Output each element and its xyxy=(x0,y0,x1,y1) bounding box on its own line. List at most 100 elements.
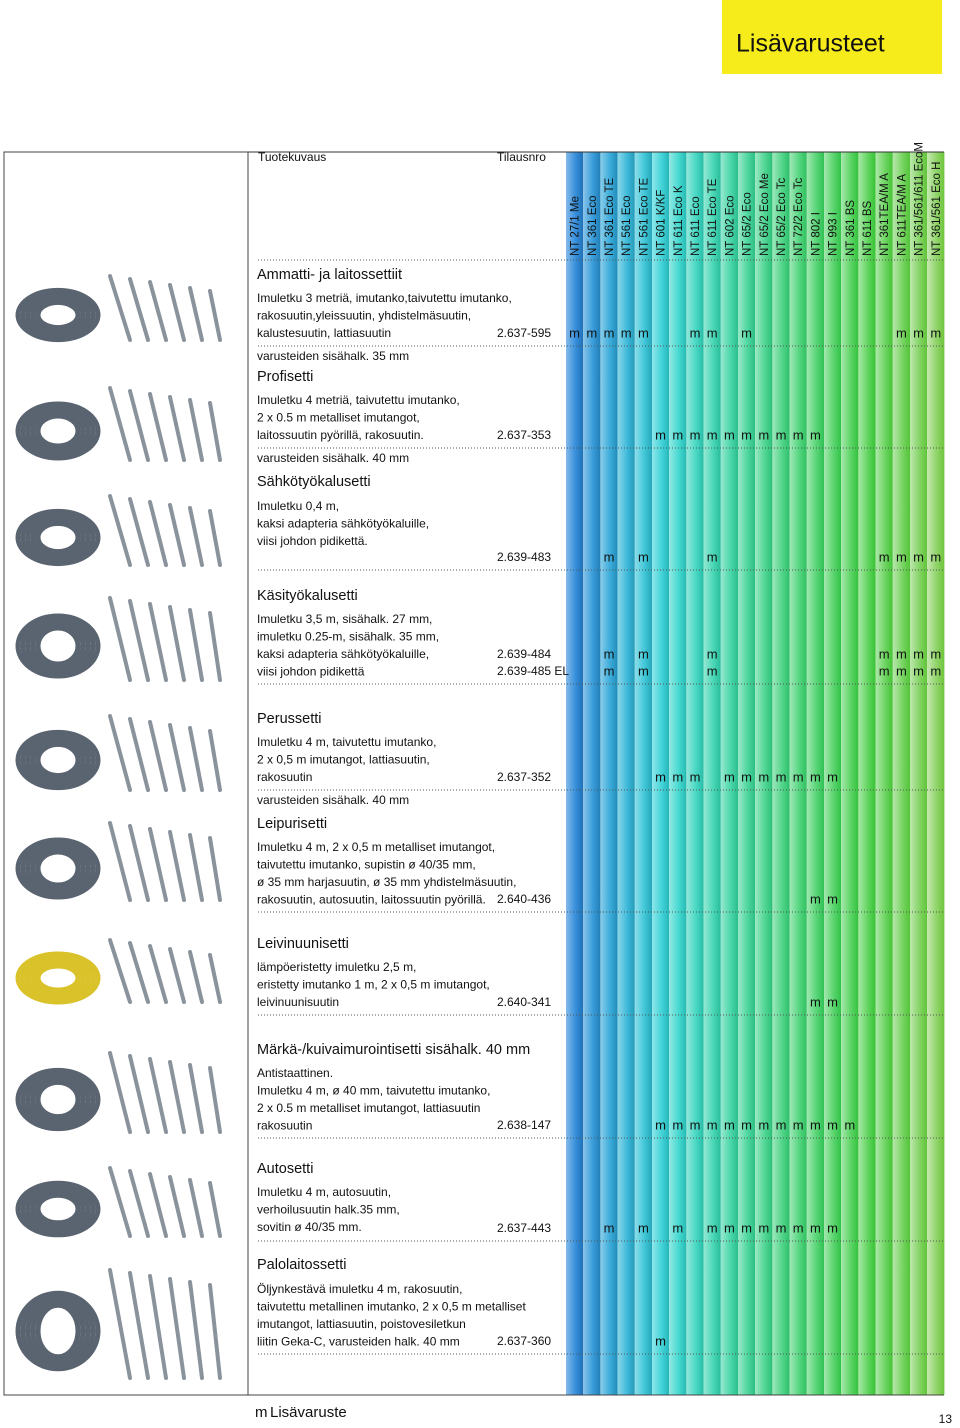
section-title: Käsityökalusetti xyxy=(257,588,358,604)
product-image xyxy=(30,1299,86,1363)
product-image xyxy=(208,1283,222,1380)
product-image xyxy=(208,611,222,682)
product-image xyxy=(25,407,91,455)
product-image xyxy=(25,957,91,999)
accessory-mark: m xyxy=(879,663,890,678)
order-number: 2.637-595 xyxy=(497,326,551,340)
description-line: Öljynkestävä imuletku 4 m, rakosuutin, xyxy=(257,1282,462,1296)
model-label: NT 602 Eco xyxy=(724,195,736,256)
model-column xyxy=(927,152,945,1395)
page-title: Lisävarusteet xyxy=(736,30,885,58)
accessory-mark: m xyxy=(810,891,821,906)
product-image xyxy=(128,277,150,342)
section-title: Ammatti- ja laitossettiit xyxy=(257,267,402,283)
product-image xyxy=(188,506,204,567)
accessory-mark: m xyxy=(724,769,735,784)
model-column xyxy=(600,152,618,1395)
accessory-mark: m xyxy=(690,427,701,442)
product-image xyxy=(128,1054,150,1134)
model-label: NT 993 I xyxy=(828,212,840,256)
model-label: NT 65/2 Eco Tc xyxy=(776,178,788,256)
order-number: 2.639-485 EL xyxy=(497,664,569,678)
accessory-mark: m xyxy=(638,549,649,564)
order-number: 2.639-483 xyxy=(497,550,551,564)
product-image xyxy=(108,596,132,682)
image-column xyxy=(3,151,249,1396)
model-column xyxy=(720,152,738,1395)
accessory-mark: m xyxy=(758,769,769,784)
model-label: NT 361 BS xyxy=(845,200,857,256)
product-image xyxy=(35,1302,81,1360)
accessory-mark: m xyxy=(810,769,821,784)
product-image xyxy=(128,599,150,682)
accessory-mark: m xyxy=(793,427,804,442)
accessory-mark: m xyxy=(913,549,924,564)
product-image xyxy=(168,723,186,792)
product-image xyxy=(108,1051,132,1134)
accessory-mark: m xyxy=(827,994,838,1009)
description-line: ø 35 mm harjasuutin, ø 35 mm yhdistelmäs… xyxy=(257,875,516,889)
product-image xyxy=(188,833,204,902)
order-number: 2.638-147 xyxy=(497,1118,551,1132)
accessory-mark: m xyxy=(638,325,649,340)
product-image xyxy=(108,274,132,342)
accessory-mark: m xyxy=(930,549,941,564)
product-image xyxy=(188,1063,204,1134)
product-image xyxy=(25,843,91,894)
page-number: 13 xyxy=(939,1412,953,1426)
product-image xyxy=(15,287,101,343)
product-image xyxy=(108,938,132,1004)
model-label: NT 601 K/KF xyxy=(656,190,668,256)
model-column xyxy=(841,152,859,1395)
legend-label: Lisävaruste xyxy=(270,1404,347,1421)
accessory-mark: m xyxy=(827,769,838,784)
section-title: Palolaitossetti xyxy=(257,1257,346,1273)
product-image xyxy=(30,1076,86,1123)
accessory-mark: m xyxy=(930,325,941,340)
accessory-mark: m xyxy=(827,1220,838,1235)
accessory-mark: m xyxy=(776,427,787,442)
description-line: taivutettu imutanko, supistin ø 40/35 mm… xyxy=(257,858,476,872)
product-image xyxy=(35,1192,81,1226)
product-image xyxy=(168,395,186,462)
accessory-mark: m xyxy=(690,769,701,784)
model-label: NT 611 Eco K xyxy=(673,185,685,256)
model-label: NT 65/2 Eco xyxy=(742,192,754,256)
description-line: rakosuutin xyxy=(257,1119,312,1133)
accessory-mark: m xyxy=(724,1117,735,1132)
accessory-mark: m xyxy=(707,663,718,678)
product-image xyxy=(25,1296,91,1366)
accessory-mark: m xyxy=(707,325,718,340)
section-note: varusteiden sisähalk. 35 mm xyxy=(257,349,409,363)
product-image xyxy=(25,619,91,673)
description-line: leivinuunisuutin xyxy=(257,995,339,1009)
model-column xyxy=(703,152,721,1395)
accessory-mark: m xyxy=(569,325,580,340)
product-image xyxy=(148,392,168,462)
product-image xyxy=(20,732,96,788)
description-line: lämpöeristetty imuletku 2,5 m, xyxy=(257,960,416,974)
accessory-mark: m xyxy=(707,1220,718,1235)
section-title: Leipurisetti xyxy=(257,816,327,832)
model-column xyxy=(858,152,876,1395)
description-line: Imuletku 0,4 m, xyxy=(257,499,339,513)
product-image xyxy=(30,960,86,996)
product-image xyxy=(148,1057,168,1134)
description-line: rakosuutin, autosuutin, laitossuutin pyö… xyxy=(257,893,486,907)
product-image xyxy=(148,280,168,342)
product-image xyxy=(148,827,168,902)
model-label: NT 611TEA/M A xyxy=(896,174,908,256)
product-image xyxy=(20,840,96,897)
accessory-mark: m xyxy=(810,1117,821,1132)
accessory-mark: m xyxy=(810,1220,821,1235)
product-image xyxy=(15,1067,101,1132)
product-image xyxy=(188,950,204,1004)
product-image xyxy=(30,410,86,452)
product-image xyxy=(188,1178,204,1238)
accessory-mark: m xyxy=(930,646,941,661)
order-number: 2.640-341 xyxy=(497,995,551,1009)
product-image xyxy=(148,1172,168,1238)
accessory-mark: m xyxy=(621,325,632,340)
section-note: varusteiden sisähalk. 40 mm xyxy=(257,451,409,465)
